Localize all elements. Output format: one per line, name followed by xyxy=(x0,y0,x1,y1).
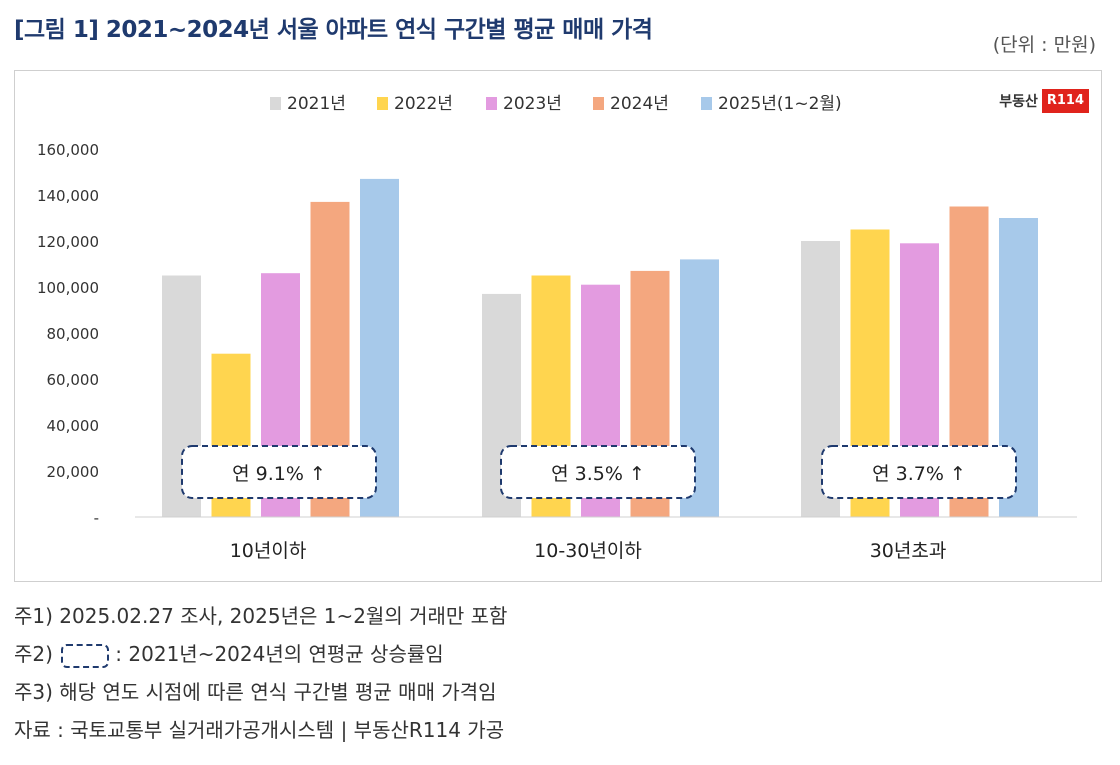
annotation-label-0: 연 9.1% ↑ xyxy=(232,463,326,485)
annotation-box-0 xyxy=(181,445,377,499)
legend-swatch-4 xyxy=(701,97,712,110)
dashed-box-legend xyxy=(61,643,110,668)
y-axis: - 20,000 40,000 60,000 80,000 100,000 120,000 1… xyxy=(37,141,99,527)
annotation-box-2 xyxy=(821,445,1017,499)
logo-badge: R114 xyxy=(1041,89,1089,113)
y-tick-label-5: 100,000 xyxy=(37,279,99,297)
footnotes: 주1) 2025.02.27 조사, 2025년은 1~2월의 거래만 포함 주… xyxy=(14,597,507,749)
y-tick-label-2: 40,000 xyxy=(47,417,100,435)
annotation-box-1 xyxy=(500,445,696,499)
chart-title: [그림 1] 2021~2024년 서울 아파트 연식 구간별 평균 매매 가격 xyxy=(14,17,653,43)
y-tick-label-8: 160,000 xyxy=(37,141,99,159)
legend-label-3: 2024년 xyxy=(610,94,669,114)
note-2: 주2) : 2021년~2024년의 연평균 상승률임 xyxy=(14,635,507,673)
x-tick-label-1: 10-30년이하 xyxy=(534,540,642,562)
y-tick-label-4: 80,000 xyxy=(47,325,100,343)
y-tick-label-6: 120,000 xyxy=(37,233,99,251)
note-3: 주3) 해당 연도 시점에 따른 연식 구간별 평균 매매 가격임 xyxy=(14,680,497,704)
note-2-text: : 2021년~2024년의 연평균 상승률임 xyxy=(115,642,444,666)
legend-label-2: 2023년 xyxy=(503,94,562,114)
x-tick-label-2: 30년초과 xyxy=(870,540,947,562)
legend-swatch-1 xyxy=(377,97,388,110)
legend-label-0: 2021년 xyxy=(287,94,346,114)
bar-chart: 2021년 2022년 2023년 2024년 2025년(1~2월) - 20,000 4… xyxy=(37,94,1077,562)
annotation-label-1: 연 3.5% ↑ xyxy=(551,463,645,485)
y-tick-label-7: 140,000 xyxy=(37,187,99,205)
brand-logo: 부동산 R114 xyxy=(999,89,1089,113)
y-tick-label-1: 20,000 xyxy=(47,463,100,481)
note-2-prefix: 주2) xyxy=(14,642,53,666)
annotations: 연 9.1% ↑ 연 3.5% ↑ 연 3.7% ↑ xyxy=(181,445,1017,499)
legend-label-4: 2025년(1~2월) xyxy=(718,94,842,114)
logo-text: 부동산 xyxy=(999,94,1038,110)
legend-swatch-3 xyxy=(593,97,604,110)
y-tick-label-0: - xyxy=(94,509,99,527)
note-1: 주1) 2025.02.27 조사, 2025년은 1~2월의 거래만 포함 xyxy=(14,604,508,628)
legend-label-1: 2022년 xyxy=(394,94,453,114)
x-axis: 10년이하 10-30년이하 30년초과 xyxy=(135,516,1077,562)
legend: 2021년 2022년 2023년 2024년 2025년(1~2월) xyxy=(270,94,842,114)
legend-swatch-0 xyxy=(270,97,281,110)
annotation-label-2: 연 3.7% ↑ xyxy=(872,463,966,485)
legend-swatch-2 xyxy=(486,97,497,110)
x-tick-label-0: 10년이하 xyxy=(230,540,307,562)
y-tick-label-3: 60,000 xyxy=(47,371,100,389)
source-note: 자료 : 국토교통부 실거래가공개시스템 | 부동산R114 가공 xyxy=(14,718,505,742)
unit-label: (단위 : 만원) xyxy=(992,34,1096,56)
chart-frame: 부동산 R114 2021년 2022년 2023년 2024년 2025년(1~2월)… xyxy=(14,70,1102,582)
